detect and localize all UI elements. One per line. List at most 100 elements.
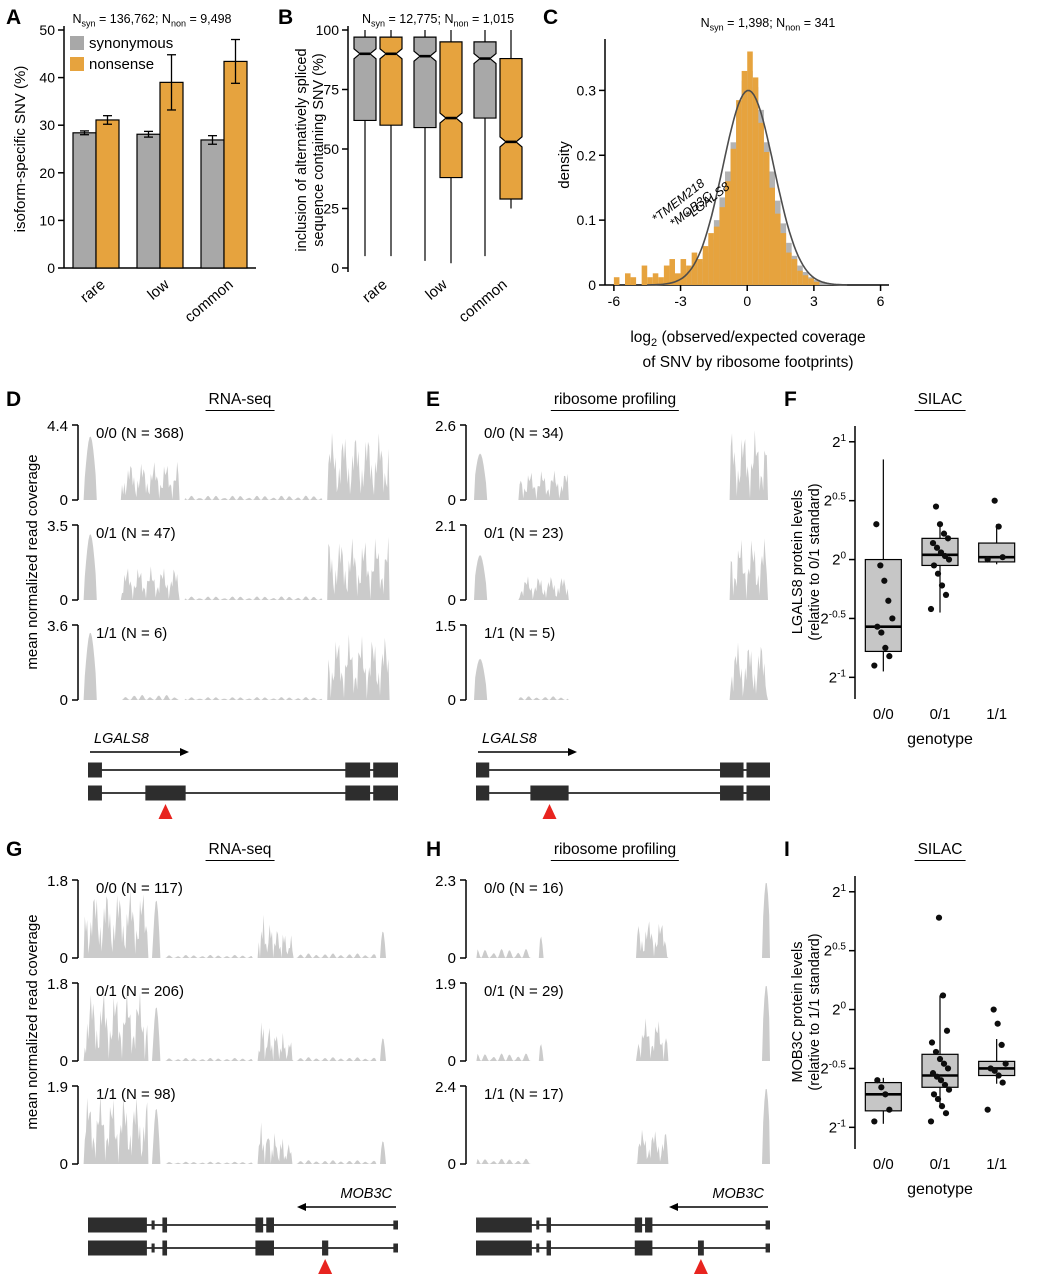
svg-text:2-0.5: 2-0.5 xyxy=(820,609,846,627)
svg-text:0: 0 xyxy=(60,1053,68,1070)
panel-i-letter: I xyxy=(784,838,790,861)
stat-text: = 9,498 xyxy=(185,12,232,26)
svg-text:low: low xyxy=(144,276,172,304)
panel-a-bar-chart: 0 10 20 30 40 50 rare low common synonymous nonsen… xyxy=(39,22,256,326)
panel-c-stats: Nsyn = 1,398; Nnon = 341 xyxy=(701,16,836,33)
svg-text:0: 0 xyxy=(448,1053,456,1070)
panel-b-boxplot: 0 25 50 75 100 rare low common xyxy=(316,22,523,326)
svg-text:2.1: 2.1 xyxy=(435,518,456,535)
svg-text:0: 0 xyxy=(47,260,55,276)
svg-text:25: 25 xyxy=(323,201,339,217)
svg-text:0: 0 xyxy=(448,492,456,509)
xlabel-line2: of SNV by ribosome footprints) xyxy=(642,354,854,372)
svg-text:20: 20 xyxy=(832,1001,846,1019)
stat-sub: non xyxy=(453,18,469,29)
svg-text:synonymous: synonymous xyxy=(89,35,173,52)
stat-text: N xyxy=(361,12,371,26)
xlabel-sub: 2 xyxy=(651,337,658,350)
stat-sub: syn xyxy=(81,18,96,29)
stat-text: N xyxy=(161,12,171,26)
svg-text:2.3: 2.3 xyxy=(435,873,456,890)
panel-c-xlabel: log2 (observed/expected coverage of SNV b… xyxy=(630,328,865,372)
svg-text:MOB3C: MOB3C xyxy=(340,1186,392,1202)
svg-text:rare: rare xyxy=(359,276,390,306)
panel-e-letter: E xyxy=(426,388,441,411)
svg-text:40: 40 xyxy=(39,70,55,86)
svg-text:0: 0 xyxy=(60,692,68,709)
svg-text:1.9: 1.9 xyxy=(47,1079,68,1096)
svg-text:LGALS8: LGALS8 xyxy=(482,731,537,747)
stat-text: = 1,398; xyxy=(723,16,777,30)
svg-text:0: 0 xyxy=(60,492,68,509)
svg-text:0: 0 xyxy=(448,1156,456,1173)
svg-text:0: 0 xyxy=(448,692,456,709)
stat-text: = 136,762; xyxy=(95,12,162,26)
panel-e-coverage: 2.6 0 0/0 (N = 34) 2.1 0 0/1 (N = 23) 1.5 0 1/1 … xyxy=(435,418,770,819)
svg-text:1/1 (N = 6): 1/1 (N = 6) xyxy=(96,625,167,642)
svg-text:0: 0 xyxy=(448,592,456,609)
xlabel-text: log xyxy=(630,329,652,346)
svg-text:3.5: 3.5 xyxy=(47,518,68,535)
xlabel-text: (observed/expected coverage xyxy=(657,329,866,346)
svg-text:2-0.5: 2-0.5 xyxy=(820,1059,846,1077)
svg-text:genotype: genotype xyxy=(907,1181,973,1198)
svg-text:0.2: 0.2 xyxy=(577,147,597,163)
svg-text:1/1: 1/1 xyxy=(986,706,1007,723)
svg-text:6: 6 xyxy=(877,293,885,309)
panel-h-header: ribosome profiling xyxy=(550,841,680,861)
panel-g-header: RNA-seq xyxy=(205,841,275,861)
svg-text:0.1: 0.1 xyxy=(577,212,597,228)
stat-sub: syn xyxy=(370,18,386,29)
svg-text:20: 20 xyxy=(39,165,55,181)
svg-text:100: 100 xyxy=(316,22,340,38)
panel-f-letter: F xyxy=(784,388,797,411)
panel-i-silac-boxplot: 21 20.5 20 2-0.5 2-1 0/0 0/1 1/1 genotype xyxy=(820,876,1016,1198)
svg-text:2-1: 2-1 xyxy=(829,668,847,686)
panel-h-letter: H xyxy=(426,838,442,861)
panel-d-coverage: 4.4 0 0/0 (N = 368) 3.5 0 0/1 (N = 47) 3.6 0 1/1… xyxy=(47,418,398,819)
svg-text:2.4: 2.4 xyxy=(435,1079,456,1096)
svg-text:10: 10 xyxy=(39,212,55,228)
panel-e-header: ribosome profiling xyxy=(550,391,680,411)
svg-text:nonsense: nonsense xyxy=(89,56,154,73)
svg-text:0/0: 0/0 xyxy=(873,1156,894,1173)
stat-text: = 341 xyxy=(800,16,836,30)
svg-text:0/1 (N = 29): 0/1 (N = 29) xyxy=(484,983,564,1000)
svg-text:21: 21 xyxy=(832,433,846,451)
svg-text:1.8: 1.8 xyxy=(47,873,68,890)
svg-text:-6: -6 xyxy=(608,293,621,309)
stat-sub: non xyxy=(170,18,186,29)
svg-text:0: 0 xyxy=(60,950,68,967)
panel-c-histogram: 00.10.20.3-6 -3 0 3 6*TMEM218*MOB3C*LGALS8 xyxy=(577,39,889,309)
svg-text:0: 0 xyxy=(331,260,339,276)
svg-text:0/1: 0/1 xyxy=(930,706,951,723)
svg-text:genotype: genotype xyxy=(907,731,973,748)
svg-text:3: 3 xyxy=(810,293,818,309)
panel-a-stats: Nsyn = 136,762; Nnon = 9,498 xyxy=(72,12,231,29)
stat-text: N xyxy=(776,16,786,30)
panel-b-stats: Nsyn = 12,775; Nnon = 1,015 xyxy=(362,12,514,29)
panel-f-header: SILAC xyxy=(914,391,966,411)
svg-text:0/0 (N = 16): 0/0 (N = 16) xyxy=(484,880,564,897)
stat-text: = 1,015 xyxy=(468,12,515,26)
panel-d-letter: D xyxy=(6,388,22,411)
stat-text: N xyxy=(72,12,82,26)
panel-h-coverage: 2.3 0 0/0 (N = 16) 1.9 0 0/1 (N = 29) 2.4 0 1/1 … xyxy=(435,873,770,1274)
svg-text:20.5: 20.5 xyxy=(824,492,847,510)
stat-text: N xyxy=(700,16,710,30)
svg-text:1/1 (N = 17): 1/1 (N = 17) xyxy=(484,1086,564,1103)
svg-text:20.5: 20.5 xyxy=(824,942,847,960)
svg-text:0: 0 xyxy=(60,1156,68,1173)
svg-text:1.5: 1.5 xyxy=(435,618,456,635)
stat-text: = 12,775; xyxy=(385,12,445,26)
panel-f-silac-boxplot: 21 20.5 20 2-0.5 2-1 0/0 0/1 1/1 genotype xyxy=(820,426,1016,748)
svg-text:1.9: 1.9 xyxy=(435,976,456,993)
svg-text:0: 0 xyxy=(60,592,68,609)
stat-sub: syn xyxy=(709,22,724,33)
panel-a-letter: A xyxy=(6,6,22,29)
svg-text:low: low xyxy=(422,276,450,304)
panel-c-letter: C xyxy=(543,6,559,29)
stat-sub: non xyxy=(785,22,801,33)
svg-text:21: 21 xyxy=(832,883,846,901)
